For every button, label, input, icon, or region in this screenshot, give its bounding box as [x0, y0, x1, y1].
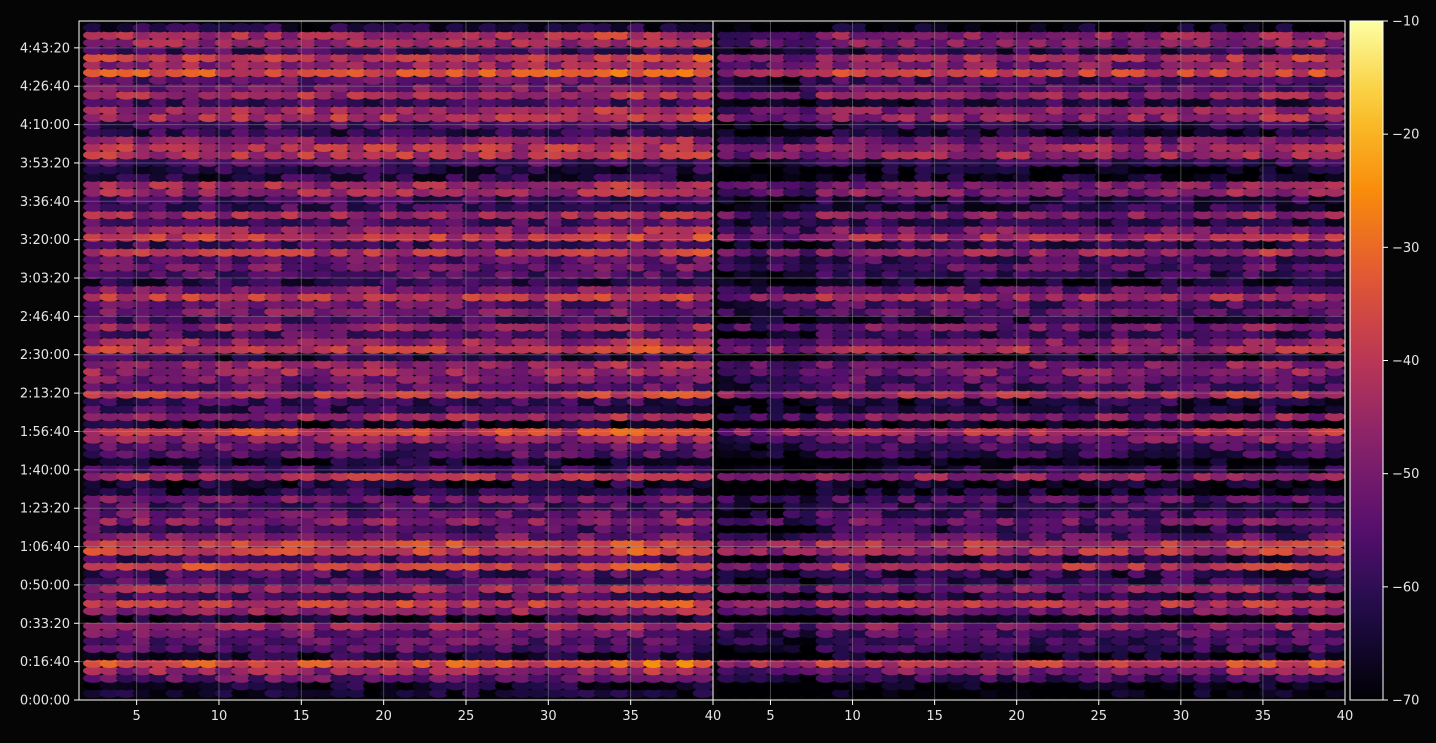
y-tick-label: 2:46:40: [20, 310, 70, 325]
x-tick-label: 35: [622, 709, 639, 724]
x-tick-label: 10: [211, 709, 228, 724]
x-tick-label: 15: [293, 709, 310, 724]
y-tick-label: 1:06:40: [20, 540, 70, 555]
y-tick-label: 2:13:20: [20, 387, 70, 402]
y-tick-label: 3:53:20: [20, 156, 70, 171]
x-tick-label: 25: [458, 709, 475, 724]
x-tick-label: 20: [375, 709, 392, 724]
y-tick-label: 4:10:00: [20, 118, 70, 133]
y-tick-label: 0:16:40: [20, 655, 70, 670]
y-tick-label: 0:00:00: [20, 694, 70, 709]
y-tick-label: 3:03:20: [20, 272, 70, 287]
heatmap-panel-left: 5 10 15 20 25 30 35 40 0:00:00 0:16:40 0:33:20 0:5…: [20, 21, 721, 724]
y-tick-label: 4:43:20: [20, 41, 70, 56]
x-tick-label: 5: [132, 709, 140, 724]
heatmap-cell: [693, 23, 713, 32]
y-tick-label: 2:30:00: [20, 348, 70, 363]
x-tick-label: 30: [540, 709, 557, 724]
y-tick-label: 0:50:00: [20, 578, 70, 593]
y-tick-label: 0:33:20: [20, 617, 70, 632]
y-tick-label: 1:56:40: [20, 425, 70, 440]
y-tick-label: 3:36:40: [20, 195, 70, 210]
y-tick-label: 1:40:00: [20, 463, 70, 478]
y-tick-label: 4:26:40: [20, 80, 70, 95]
x-tick-label: 40: [705, 709, 722, 724]
y-tick-label: 1:23:20: [20, 502, 70, 517]
y-tick-label: 3:20:00: [20, 233, 70, 248]
